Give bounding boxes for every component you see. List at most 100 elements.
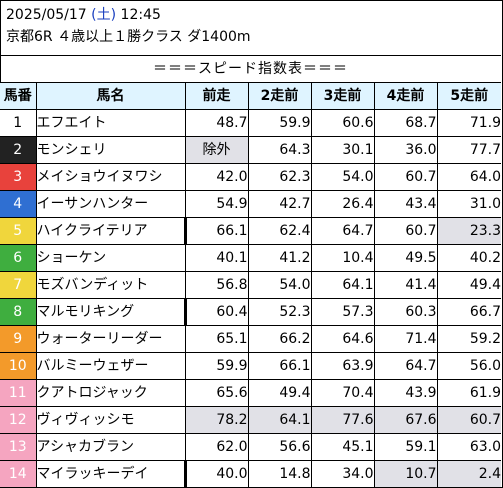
horse-number: 7: [0, 271, 37, 299]
table-row: 3 メイショウイヌワシ 42.0 62.3 54.0 60.7 64.0: [0, 163, 501, 191]
speed-index-prev: 42.0: [184, 163, 249, 191]
speed-index-prev: 60.4: [184, 298, 249, 326]
speed-index-r4: 49.5: [373, 244, 438, 272]
speed-index-r2: 56.6: [247, 433, 312, 461]
table-row: 12 ヴィヴィッシモ 78.2 64.1 77.6 67.6 60.7: [0, 406, 501, 434]
speed-index-r5: 71.9: [436, 109, 501, 137]
speed-index-prev: 65.6: [184, 379, 249, 407]
horse-name: メイショウイヌワシ: [35, 163, 186, 191]
race-weekday: (土): [91, 7, 117, 23]
speed-index-prev: 40.1: [184, 244, 249, 272]
horse-number: 10: [0, 352, 37, 380]
horse-number: 12: [0, 406, 37, 434]
table-row: 5 ハイクライテリア 66.1 62.4 64.7 60.7 23.3: [0, 217, 501, 245]
speed-index-r2: 52.3: [247, 298, 312, 326]
speed-index-r3: 64.1: [310, 271, 375, 299]
speed-index-r5: 23.3: [436, 217, 501, 245]
table-row: 1 エフエイト 48.7 59.9 60.6 68.7 71.9: [0, 109, 501, 137]
speed-index-r2: 62.3: [247, 163, 312, 191]
speed-index-prev: 59.9: [184, 352, 249, 380]
table-header-row: 馬番 馬名 前走 2走前 3走前 4走前 5走前: [0, 82, 501, 110]
table-row: 13 アシャカブラン 62.0 56.6 45.1 59.1 63.0: [0, 433, 501, 461]
speed-index-r5: 2.4: [436, 460, 501, 488]
speed-index-r3: 30.1: [310, 136, 375, 164]
speed-index-r5: 61.9: [436, 379, 501, 407]
table-row: 10 バルミーウェザー 59.9 66.1 63.9 64.7 56.0: [0, 352, 501, 380]
speed-index-r5: 59.2: [436, 325, 501, 353]
speed-index-r4: 41.4: [373, 271, 438, 299]
horse-number: 5: [0, 217, 37, 245]
speed-index-r2: 59.9: [247, 109, 312, 137]
speed-index-r4: 60.3: [373, 298, 438, 326]
col-header-2-prev: 2走前: [247, 82, 312, 110]
speed-index-table: 馬番 馬名 前走 2走前 3走前 4走前 5走前 1 エフエイト 48.7 59.9 6…: [0, 82, 501, 488]
horse-name: アシャカブラン: [35, 433, 186, 461]
race-datetime: 2025/05/17 (土) 12:45: [6, 6, 161, 24]
col-header-name: 馬名: [35, 82, 186, 110]
speed-index-prev: 66.1: [184, 217, 249, 245]
speed-index-r3: 54.0: [310, 163, 375, 191]
speed-index-r2: 42.7: [247, 190, 312, 218]
speed-index-r2: 14.8: [247, 460, 312, 488]
col-header-number: 馬番: [0, 82, 37, 110]
speed-index-r2: 41.2: [247, 244, 312, 272]
horse-number: 8: [0, 298, 37, 326]
horse-name: エフエイト: [35, 109, 186, 137]
horse-number: 1: [0, 109, 37, 137]
speed-index-r4: 36.0: [373, 136, 438, 164]
speed-index-r4: 64.7: [373, 352, 438, 380]
speed-index-r3: 70.4: [310, 379, 375, 407]
speed-index-r5: 60.7: [436, 406, 501, 434]
speed-index-r4: 60.7: [373, 163, 438, 191]
table-title: ＝＝＝スピード指数表＝＝＝: [0, 55, 501, 82]
horse-number: 6: [0, 244, 37, 272]
speed-index-r3: 26.4: [310, 190, 375, 218]
speed-index-r2: 64.3: [247, 136, 312, 164]
horse-name: イーサンハンター: [35, 190, 186, 218]
horse-number: 11: [0, 379, 37, 407]
speed-index-r4: 67.6: [373, 406, 438, 434]
speed-index-r5: 40.2: [436, 244, 501, 272]
speed-index-prev: 56.8: [184, 271, 249, 299]
horse-name: マイラッキーデイ: [35, 460, 187, 488]
speed-index-prev: 54.9: [184, 190, 249, 218]
horse-name: ショーケン: [35, 244, 186, 272]
speed-index-prev: 除外: [184, 136, 249, 164]
horse-name: マルモリキング: [35, 298, 187, 326]
speed-index-r5: 56.0: [436, 352, 501, 380]
speed-index-r5: 77.7: [436, 136, 501, 164]
speed-index-prev: 48.7: [184, 109, 249, 137]
speed-index-r5: 63.0: [436, 433, 501, 461]
speed-index-r3: 63.9: [310, 352, 375, 380]
table-row: 8 マルモリキング 60.4 52.3 57.3 60.3 66.7: [0, 298, 501, 326]
speed-index-r2: 49.4: [247, 379, 312, 407]
horse-number: 2: [0, 136, 37, 164]
race-date: 2025/05/17: [6, 7, 87, 23]
horse-name: クアトロジャック: [35, 379, 186, 407]
table-row: 9 ウォーターリーダー 65.1 66.2 64.6 71.4 59.2: [0, 325, 501, 353]
table-row: 14 マイラッキーデイ 40.0 14.8 34.0 10.7 2.4: [0, 460, 501, 488]
speed-index-r2: 66.2: [247, 325, 312, 353]
speed-index-r5: 64.0: [436, 163, 501, 191]
speed-index-prev: 40.0: [184, 460, 249, 488]
speed-index-r4: 71.4: [373, 325, 438, 353]
speed-index-r3: 57.3: [310, 298, 375, 326]
speed-index-prev: 62.0: [184, 433, 249, 461]
horse-name: モンシェリ: [35, 136, 186, 164]
horse-number: 4: [0, 190, 37, 218]
table-row: 6 ショーケン 40.1 41.2 10.4 49.5 40.2: [0, 244, 501, 272]
race-time: 12:45: [120, 7, 161, 23]
col-header-3-prev: 3走前: [310, 82, 375, 110]
horse-name: モズバンディット: [35, 271, 186, 299]
horse-number: 14: [0, 460, 37, 488]
speed-index-r3: 60.6: [310, 109, 375, 137]
speed-index-r3: 45.1: [310, 433, 375, 461]
speed-index-r2: 66.1: [247, 352, 312, 380]
col-header-5-prev: 5走前: [436, 82, 501, 110]
speed-index-r5: 31.0: [436, 190, 501, 218]
table-row: 11 クアトロジャック 65.6 49.4 70.4 43.9 61.9: [0, 379, 501, 407]
horse-name: ハイクライテリア: [35, 217, 187, 245]
speed-index-r5: 66.7: [436, 298, 501, 326]
speed-index-r4: 43.9: [373, 379, 438, 407]
horse-name: ウォーターリーダー: [35, 325, 186, 353]
